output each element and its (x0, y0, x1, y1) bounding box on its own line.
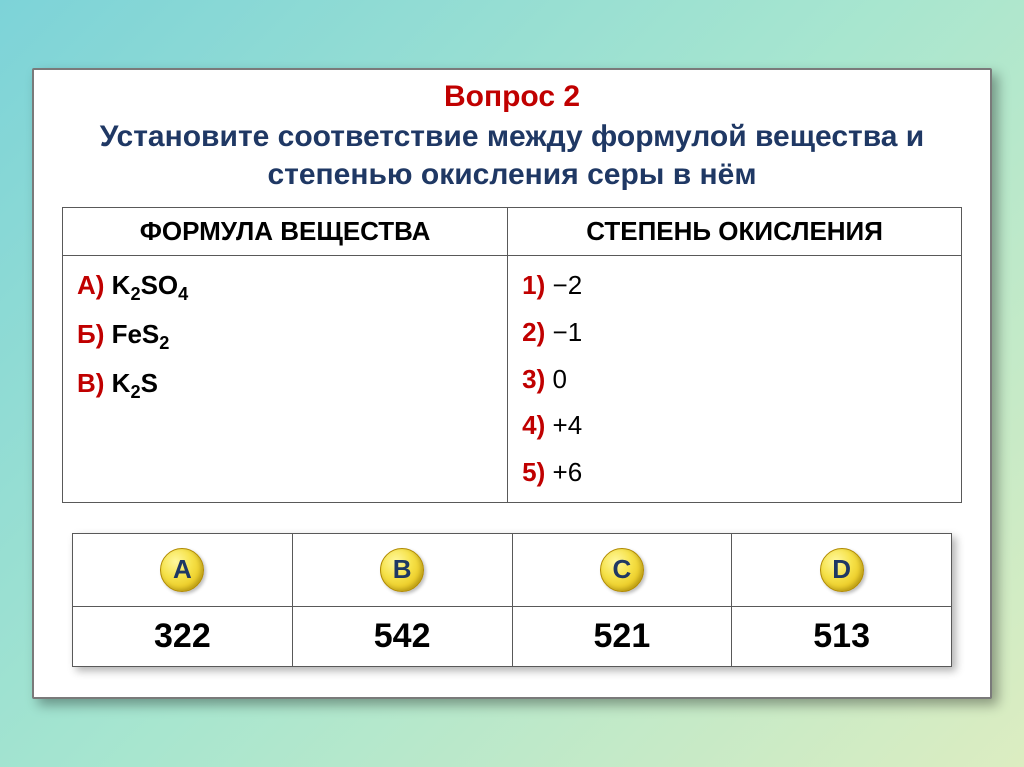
answer-option-b[interactable]: B (292, 533, 512, 606)
header-degree: СТЕПЕНЬ ОКИСЛЕНИЯ (508, 208, 962, 256)
header-formula: ФОРМУЛА ВЕЩЕСТВА (63, 208, 508, 256)
option-bubble-icon: B (380, 548, 424, 592)
answer-value-d: 513 (732, 606, 952, 666)
degree-row: 1) −2 (522, 262, 947, 309)
option-bubble-icon: C (600, 548, 644, 592)
option-bubble-icon: A (160, 548, 204, 592)
formula-row: Б) FeS2 (77, 311, 493, 360)
answer-value-c: 521 (512, 606, 732, 666)
degree-row: 5) +6 (522, 449, 947, 496)
answer-value-a: 322 (73, 606, 293, 666)
degree-row: 3) 0 (522, 356, 947, 403)
answer-table: A B C D 322542521513 (72, 533, 952, 667)
question-text: Установите соответствие между формулой в… (34, 118, 990, 207)
formula-row: В) K2S (77, 360, 493, 409)
answer-option-c[interactable]: C (512, 533, 732, 606)
degree-cell: 1) −22) −13) 04) +45) +6 (508, 256, 962, 503)
answer-option-d[interactable]: D (732, 533, 952, 606)
matching-table: ФОРМУЛА ВЕЩЕСТВА СТЕПЕНЬ ОКИСЛЕНИЯ А) K2… (62, 207, 962, 503)
degree-row: 2) −1 (522, 309, 947, 356)
question-card: Вопрос 2 Установите соответствие между ф… (32, 68, 992, 699)
formula-row: А) K2SO4 (77, 262, 493, 311)
question-number: Вопрос 2 (34, 80, 990, 114)
degree-row: 4) +4 (522, 402, 947, 449)
option-bubble-icon: D (820, 548, 864, 592)
answer-value-b: 542 (292, 606, 512, 666)
formula-cell: А) K2SO4Б) FeS2В) K2S (63, 256, 508, 503)
answer-option-a[interactable]: A (73, 533, 293, 606)
